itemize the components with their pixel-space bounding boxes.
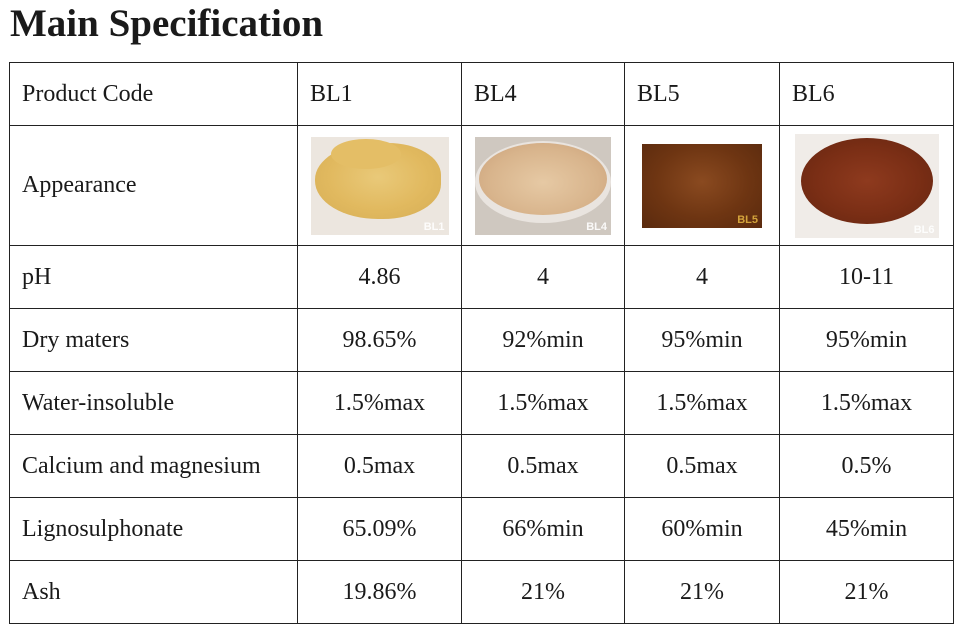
value-cell: 95%min (779, 308, 954, 372)
page-title: Main Specification (10, 2, 324, 45)
value-cell: 0.5max (624, 434, 780, 498)
product-code-bl6: BL6 (779, 62, 954, 126)
photo-tag: BL5 (737, 213, 758, 226)
row-label-product-code: Product Code (9, 62, 298, 126)
product-code-bl1: BL1 (297, 62, 462, 126)
photo-tag: BL1 (423, 220, 445, 233)
value-cell: 0.5max (297, 434, 462, 498)
row-label: pH (9, 245, 298, 309)
product-code-bl5: BL5 (624, 62, 780, 126)
spec-row-calcium-magnesium: Calcium and magnesium 0.5max 0.5max 0.5m… (9, 434, 954, 498)
spec-row-lignosulphonate: Lignosulphonate 65.09% 66%min 60%min 45%… (9, 497, 954, 561)
spec-row-dry-maters: Dry maters 98.65% 92%min 95%min 95%min (9, 308, 954, 372)
value-cell: 95%min (624, 308, 780, 372)
row-label: Calcium and magnesium (9, 434, 298, 498)
product-code-bl4: BL4 (461, 62, 625, 126)
photo-tag: BL6 (913, 223, 935, 236)
value-cell: 1.5%max (624, 371, 780, 435)
product-code-row: Product Code BL1 BL4 BL5 BL6 (9, 62, 954, 126)
value-cell: 1.5%max (297, 371, 462, 435)
value-cell: 21% (779, 560, 954, 624)
value-cell: 45%min (779, 497, 954, 561)
row-label: Dry maters (9, 308, 298, 372)
appearance-cell-bl6: BL6 (779, 125, 954, 246)
value-cell: 21% (624, 560, 780, 624)
product-photo-bl4: BL4 (475, 136, 611, 235)
value-cell: 19.86% (297, 560, 462, 624)
appearance-cell-bl4: BL4 (461, 125, 625, 246)
value-cell: 1.5%max (779, 371, 954, 435)
value-cell: 21% (461, 560, 625, 624)
value-cell: 65.09% (297, 497, 462, 561)
value-cell: 92%min (461, 308, 625, 372)
value-cell: 0.5% (779, 434, 954, 498)
row-label: Lignosulphonate (9, 497, 298, 561)
product-photo-bl5: BL5 (642, 143, 762, 228)
value-cell: 60%min (624, 497, 780, 561)
product-photo-bl1: BL1 (310, 136, 449, 235)
specification-table: Product Code BL1 BL4 BL5 BL6 Appearance … (9, 62, 954, 624)
appearance-row: Appearance BL1 BL4 BL5 (9, 125, 954, 246)
value-cell: 4.86 (297, 245, 462, 309)
value-cell: 4 (461, 245, 625, 309)
value-cell: 66%min (461, 497, 625, 561)
value-cell: 0.5max (461, 434, 625, 498)
value-cell: 10-11 (779, 245, 954, 309)
value-cell: 1.5%max (461, 371, 625, 435)
value-cell: 98.65% (297, 308, 462, 372)
spec-row-water-insoluble: Water-insoluble 1.5%max 1.5%max 1.5%max … (9, 371, 954, 435)
appearance-cell-bl1: BL1 (297, 125, 462, 246)
appearance-cell-bl5: BL5 (624, 125, 780, 246)
row-label-appearance: Appearance (9, 125, 298, 246)
row-label: Water-insoluble (9, 371, 298, 435)
value-cell: 4 (624, 245, 780, 309)
row-label: Ash (9, 560, 298, 624)
spec-row-ash: Ash 19.86% 21% 21% 21% (9, 560, 954, 624)
photo-tag: BL4 (586, 220, 607, 233)
spec-row-ph: pH 4.86 4 4 10-11 (9, 245, 954, 309)
product-photo-bl6: BL6 (794, 133, 939, 238)
